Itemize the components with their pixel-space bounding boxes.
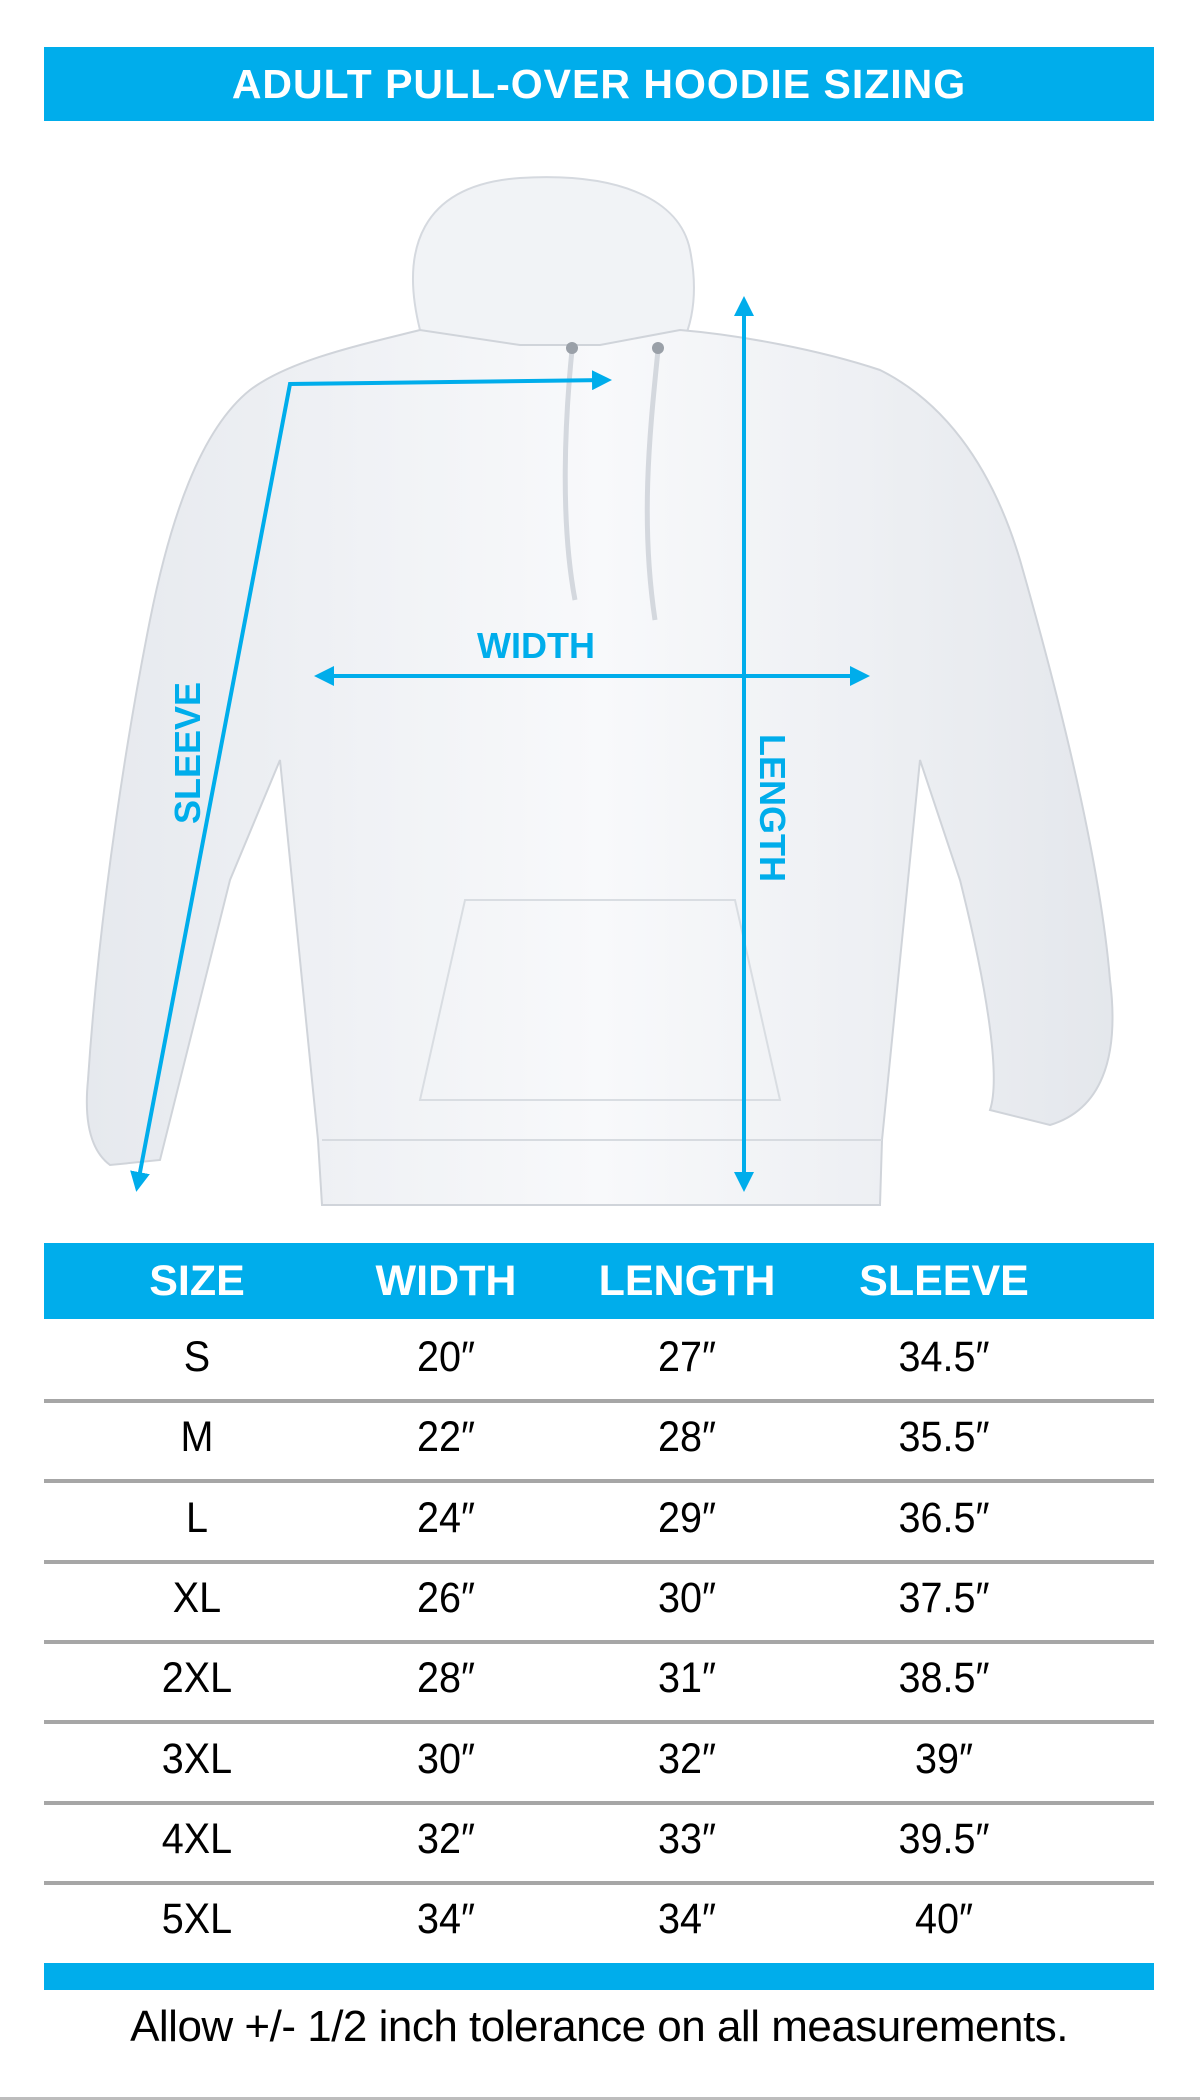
table-row: S 20″ 27″ 34.5″ bbox=[44, 1321, 1154, 1401]
row-separator bbox=[44, 1720, 1154, 1725]
row-separator bbox=[44, 1399, 1154, 1403]
table-row: 3XL 30″ 32″ 39″ bbox=[44, 1723, 1154, 1803]
hoodie-illustration bbox=[85, 176, 1114, 1206]
table-row: 5XL 34″ 34″ 40″ bbox=[44, 1883, 1154, 1963]
cell-sleeve: 34.5″ bbox=[898, 1333, 990, 1381]
row-separator bbox=[44, 1639, 1154, 1644]
divider bbox=[0, 2097, 1200, 2100]
length-label: LENGTH bbox=[752, 734, 793, 882]
cell-length: 27″ bbox=[657, 1333, 717, 1381]
cell-size: 3XL bbox=[161, 1734, 233, 1783]
table-row: 4XL 32″ 33″ 39.5″ bbox=[44, 1803, 1154, 1883]
cell-sleeve: 40″ bbox=[914, 1895, 974, 1944]
table-row: M 22″ 28″ 35.5″ bbox=[44, 1401, 1154, 1481]
row-separator bbox=[44, 1800, 1154, 1805]
cell-size: 5XL bbox=[161, 1895, 233, 1944]
cell-sleeve: 37.5″ bbox=[898, 1573, 990, 1622]
cell-sleeve: 39″ bbox=[914, 1734, 974, 1783]
tolerance-note: Allow +/- 1/2 inch tolerance on all meas… bbox=[130, 2002, 1068, 2051]
width-label: WIDTH bbox=[477, 625, 595, 666]
table-row: L 24″ 29″ 36.5″ bbox=[44, 1482, 1154, 1562]
cell-width: 24″ bbox=[416, 1493, 476, 1542]
cell-width: 34″ bbox=[416, 1895, 476, 1944]
table-row: 2XL 28″ 31″ 38.5″ bbox=[44, 1642, 1154, 1722]
title-banner: ADULT PULL-OVER HOODIE SIZING bbox=[44, 47, 1154, 121]
cell-sleeve: 38.5″ bbox=[898, 1654, 990, 1703]
cell-length: 33″ bbox=[657, 1814, 717, 1863]
sleeve-label: SLEEVE bbox=[167, 682, 208, 824]
cell-width: 32″ bbox=[416, 1814, 476, 1863]
cell-width: 22″ bbox=[416, 1413, 476, 1462]
cell-width: 20″ bbox=[416, 1333, 476, 1381]
cell-size: L bbox=[185, 1493, 208, 1542]
cell-width: 26″ bbox=[416, 1573, 476, 1622]
header-size: SIZE bbox=[149, 1257, 245, 1305]
cell-sleeve: 36.5″ bbox=[898, 1493, 990, 1542]
cell-length: 34″ bbox=[657, 1895, 717, 1944]
cell-length: 31″ bbox=[657, 1654, 717, 1703]
measurement-arrows bbox=[130, 296, 870, 1192]
row-separator bbox=[44, 1479, 1154, 1484]
cell-sleeve: 35.5″ bbox=[898, 1413, 990, 1462]
sleeve-arrow bbox=[130, 370, 612, 1192]
row-separator bbox=[44, 1559, 1154, 1564]
table-row: XL 26″ 30″ 37.5″ bbox=[44, 1562, 1154, 1642]
cell-size: 4XL bbox=[161, 1814, 233, 1863]
cell-width: 28″ bbox=[416, 1654, 476, 1703]
header-sleeve: SLEEVE bbox=[859, 1257, 1029, 1305]
cell-size: M bbox=[180, 1413, 214, 1462]
cell-length: 30″ bbox=[657, 1573, 717, 1622]
cell-width: 30″ bbox=[416, 1734, 476, 1783]
cell-size: S bbox=[183, 1333, 211, 1381]
size-table-header: SIZE WIDTH LENGTH SLEEVE bbox=[44, 1243, 1154, 1319]
row-separator bbox=[44, 1880, 1154, 1885]
cell-length: 29″ bbox=[657, 1493, 717, 1542]
page-title: ADULT PULL-OVER HOODIE SIZING bbox=[231, 60, 967, 107]
cell-size: XL bbox=[172, 1573, 222, 1622]
cell-size: 2XL bbox=[161, 1654, 233, 1703]
cell-sleeve: 39.5″ bbox=[898, 1814, 990, 1863]
cell-length: 28″ bbox=[657, 1413, 717, 1462]
header-length: LENGTH bbox=[598, 1257, 776, 1305]
hoodie-diagram: WIDTH LENGTH SLEEVE bbox=[85, 176, 1114, 1206]
cell-length: 32″ bbox=[657, 1734, 717, 1783]
header-width: WIDTH bbox=[375, 1257, 517, 1305]
table-footer-bar bbox=[44, 1963, 1154, 1990]
